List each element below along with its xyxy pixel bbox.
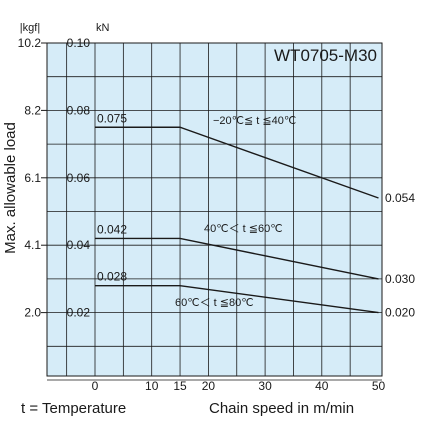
y-tick-label-kn: 0.06 [67, 171, 91, 185]
series-condition-label: 40℃＜ t ≦60℃ [204, 223, 283, 235]
series-group [95, 126, 379, 314]
y-tick-label-kn: 0.08 [67, 103, 91, 117]
y-unit-kn: kN [96, 22, 110, 34]
y-tick-label-kgf: 10.2 [18, 36, 42, 50]
series-condition-label: −20℃≦ t ≦40℃ [213, 115, 296, 127]
series-start-label: 0.042 [97, 222, 127, 236]
y-tick-label-kgf: 6.1 [24, 171, 41, 185]
x-tick-label: 40 [315, 379, 329, 393]
labels-group: 0.10 10.2 0.08 8.2 0.06 6.1 0.04 4.1 0.02 2.0 0 10 1… [18, 36, 416, 393]
y-tick-label-kn: 0.04 [67, 238, 91, 252]
series-start-label: 0.075 [97, 111, 127, 125]
y-axis-title: Max. allowable load [2, 122, 19, 254]
y-tick-label-kn: 0.02 [67, 306, 91, 320]
plot-frame [46, 42, 383, 377]
series-start-label: 0.028 [97, 270, 127, 284]
y-tick-label-kgf: 8.2 [24, 103, 41, 117]
plot-area [47, 43, 382, 376]
x-tick-label: 15 [173, 379, 187, 393]
x-axis-title: Chain speed in m/min [209, 400, 355, 417]
legend-note: t = Temperature [21, 400, 127, 417]
series-condition-label: 60℃＜ t ≦80℃ [175, 297, 254, 309]
x-tick-label: 50 [372, 379, 386, 393]
chart-title: WT0705-M30 [274, 46, 377, 65]
x-tick-label: 0 [92, 379, 99, 393]
x-tick-label: 30 [258, 379, 272, 393]
y-tick-label-kgf: 2.0 [24, 306, 41, 320]
series-end-label: 0.020 [385, 306, 415, 320]
series-end-label: 0.030 [385, 272, 415, 286]
series-end-label: 0.054 [385, 191, 415, 205]
y-unit-kgf: |kgf| [20, 22, 40, 34]
x-tick-label: 10 [145, 379, 159, 393]
y-tick-label-kn: 0.10 [67, 36, 91, 50]
series-line [95, 126, 379, 199]
x-tick-label: 20 [202, 379, 216, 393]
y-tick-label-kgf: 4.1 [24, 238, 41, 252]
axes [41, 42, 383, 377]
series-line [95, 237, 379, 280]
series-line [95, 284, 379, 314]
